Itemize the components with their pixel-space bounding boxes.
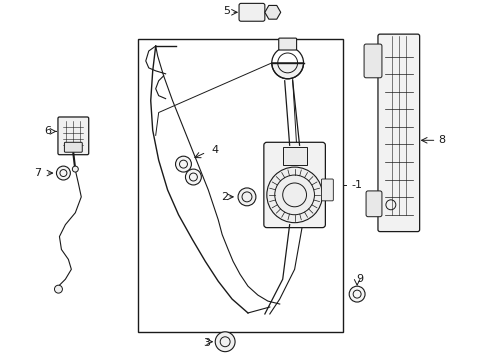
FancyBboxPatch shape bbox=[58, 117, 89, 155]
Text: 6: 6 bbox=[45, 126, 51, 136]
Text: 8: 8 bbox=[439, 135, 445, 145]
Circle shape bbox=[54, 285, 62, 293]
Circle shape bbox=[215, 332, 235, 352]
Text: 2: 2 bbox=[221, 192, 229, 202]
FancyBboxPatch shape bbox=[378, 34, 419, 231]
Circle shape bbox=[238, 188, 256, 206]
Circle shape bbox=[349, 286, 365, 302]
FancyBboxPatch shape bbox=[64, 142, 82, 152]
Text: 9: 9 bbox=[357, 274, 364, 284]
FancyBboxPatch shape bbox=[279, 38, 296, 50]
Text: 4: 4 bbox=[212, 145, 219, 155]
Circle shape bbox=[267, 167, 322, 223]
Text: 5: 5 bbox=[223, 6, 231, 16]
FancyBboxPatch shape bbox=[366, 191, 382, 217]
Circle shape bbox=[56, 166, 71, 180]
Bar bbox=[138, 39, 343, 332]
Text: 3: 3 bbox=[203, 338, 210, 348]
Wedge shape bbox=[272, 63, 303, 79]
FancyBboxPatch shape bbox=[321, 179, 333, 201]
Text: -1: -1 bbox=[351, 180, 362, 190]
FancyBboxPatch shape bbox=[239, 3, 265, 21]
Circle shape bbox=[73, 166, 78, 172]
FancyBboxPatch shape bbox=[364, 44, 382, 78]
Bar bbox=[283, 147, 307, 165]
Circle shape bbox=[185, 169, 201, 185]
Circle shape bbox=[175, 156, 192, 172]
Text: 7: 7 bbox=[34, 168, 42, 178]
FancyBboxPatch shape bbox=[264, 142, 325, 228]
